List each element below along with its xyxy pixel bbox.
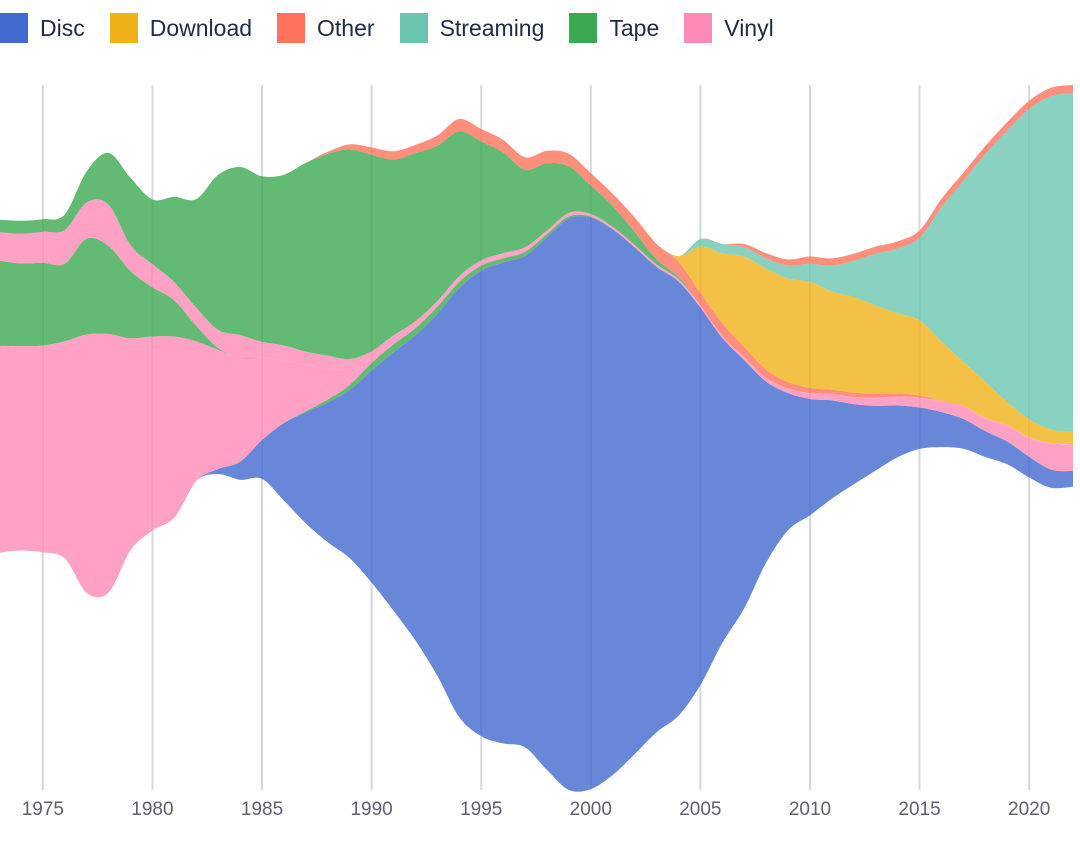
legend-label: Download [149, 15, 253, 41]
x-tick-label: 1985 [241, 799, 283, 820]
legend-swatch [569, 13, 598, 43]
legend-item-vinyl: Vinyl [684, 13, 774, 43]
legend-swatch [277, 13, 306, 43]
legend-label: Other [317, 15, 375, 41]
x-tick-label: 2010 [789, 799, 831, 820]
stream-layer-vinyl [0, 212, 1073, 598]
stream-layers [0, 85, 1073, 792]
x-axis: 1975 1980 1985 1990 1995 2000 2005 2010 2015 2020 [22, 799, 1051, 820]
stream-layer-disc [0, 216, 1073, 792]
x-tick-label: 2000 [570, 799, 612, 820]
x-tick-label: 1980 [131, 799, 173, 820]
x-tick-label: 1995 [460, 799, 502, 820]
stream-layer-tape [0, 131, 1073, 445]
legend-item-disc: Disc [0, 13, 85, 43]
legend-item-download: Download [109, 13, 253, 43]
x-tick-label: 2005 [679, 799, 721, 820]
chart-legend: Disc Download Other Streaming Tape Vinyl [0, 13, 799, 43]
legend-item-tape: Tape [569, 13, 659, 43]
stream-layer-streaming [0, 93, 1073, 433]
legend-label: Streaming [439, 15, 545, 41]
legend-swatch [0, 13, 28, 43]
stream-layer-download [0, 118, 1073, 445]
legend-label: Tape [609, 15, 660, 41]
legend-swatch [399, 13, 428, 43]
x-tick-label: 2015 [898, 799, 940, 820]
x-tick-label: 2020 [1008, 799, 1050, 820]
legend-label: Disc [40, 15, 85, 41]
x-tick-label: 1975 [22, 799, 64, 820]
legend-swatch [684, 13, 713, 43]
legend-item-streaming: Streaming [399, 13, 545, 43]
legend-label: Vinyl [724, 15, 774, 41]
x-tick-label: 1990 [350, 799, 392, 820]
legend-item-other: Other [277, 13, 375, 43]
stream-layer-vinyl [0, 199, 1073, 446]
legend-swatch [109, 13, 138, 43]
